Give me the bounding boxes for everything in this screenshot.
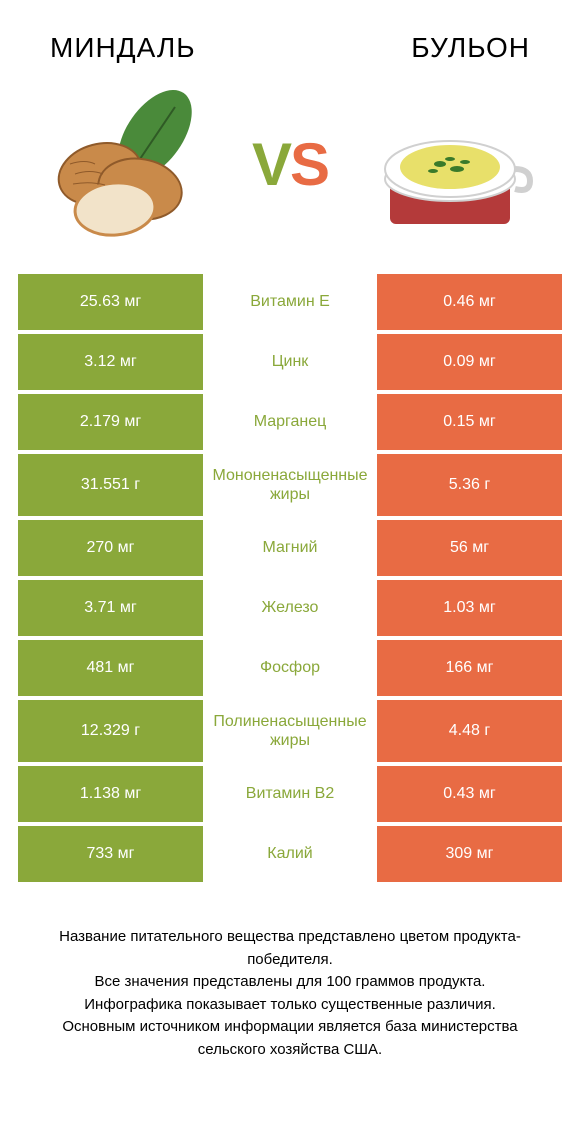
right-value-cell: 5.36 г [377, 454, 562, 516]
footer-line: Все значения представлены для 100 граммо… [30, 971, 550, 994]
left-value-cell: 25.63 мг [18, 274, 203, 330]
nutrient-label: Железо [203, 580, 377, 636]
vs-s-letter: S [290, 131, 328, 198]
left-product-title: Миндаль [50, 32, 196, 64]
vs-v-letter: V [252, 131, 290, 198]
nutrient-label: Полиненасыщенные жиры [203, 700, 377, 762]
vs-label: VS [252, 130, 328, 199]
left-value-cell: 12.329 г [18, 700, 203, 762]
right-value-cell: 166 мг [377, 640, 562, 696]
table-row: 481 мгФосфор166 мг [18, 640, 562, 696]
nutrient-label: Фосфор [203, 640, 377, 696]
table-row: 2.179 мгМарганец0.15 мг [18, 394, 562, 450]
right-value-cell: 309 мг [377, 826, 562, 882]
left-value-cell: 3.12 мг [18, 334, 203, 390]
left-product-image [40, 84, 220, 244]
footer-line: Основным источником информации является … [30, 1016, 550, 1061]
table-row: 733 мгКалий309 мг [18, 826, 562, 882]
nutrient-label: Магний [203, 520, 377, 576]
images-row: VS [0, 84, 580, 274]
footer-line: Название питательного вещества представл… [30, 926, 550, 971]
table-row: 1.138 мгВитамин B20.43 мг [18, 766, 562, 822]
nutrient-label: Витамин E [203, 274, 377, 330]
right-product-title: Бульон [411, 32, 530, 64]
broth-icon [365, 89, 535, 239]
right-value-cell: 0.15 мг [377, 394, 562, 450]
footer-notes: Название питательного вещества представл… [0, 886, 580, 1061]
right-value-cell: 1.03 мг [377, 580, 562, 636]
nutrient-label: Калий [203, 826, 377, 882]
left-value-cell: 481 мг [18, 640, 203, 696]
table-row: 25.63 мгВитамин E0.46 мг [18, 274, 562, 330]
table-row: 31.551 гМононенасыщенные жиры5.36 г [18, 454, 562, 516]
comparison-table: 25.63 мгВитамин E0.46 мг3.12 мгЦинк0.09 … [0, 274, 580, 882]
left-value-cell: 1.138 мг [18, 766, 203, 822]
nutrient-label: Витамин B2 [203, 766, 377, 822]
almond-icon [45, 89, 215, 239]
right-value-cell: 4.48 г [377, 700, 562, 762]
left-value-cell: 2.179 мг [18, 394, 203, 450]
left-value-cell: 270 мг [18, 520, 203, 576]
table-row: 3.12 мгЦинк0.09 мг [18, 334, 562, 390]
right-value-cell: 0.09 мг [377, 334, 562, 390]
nutrient-label: Мононенасыщенные жиры [203, 454, 377, 516]
right-value-cell: 56 мг [377, 520, 562, 576]
nutrient-label: Цинк [203, 334, 377, 390]
table-row: 12.329 гПолиненасыщенные жиры4.48 г [18, 700, 562, 762]
table-row: 270 мгМагний56 мг [18, 520, 562, 576]
right-value-cell: 0.46 мг [377, 274, 562, 330]
table-row: 3.71 мгЖелезо1.03 мг [18, 580, 562, 636]
left-value-cell: 733 мг [18, 826, 203, 882]
right-value-cell: 0.43 мг [377, 766, 562, 822]
right-product-image [360, 84, 540, 244]
header: Миндаль Бульон [0, 0, 580, 84]
nutrient-label: Марганец [203, 394, 377, 450]
left-value-cell: 3.71 мг [18, 580, 203, 636]
footer-line: Инфографика показывает только существенн… [30, 994, 550, 1017]
left-value-cell: 31.551 г [18, 454, 203, 516]
